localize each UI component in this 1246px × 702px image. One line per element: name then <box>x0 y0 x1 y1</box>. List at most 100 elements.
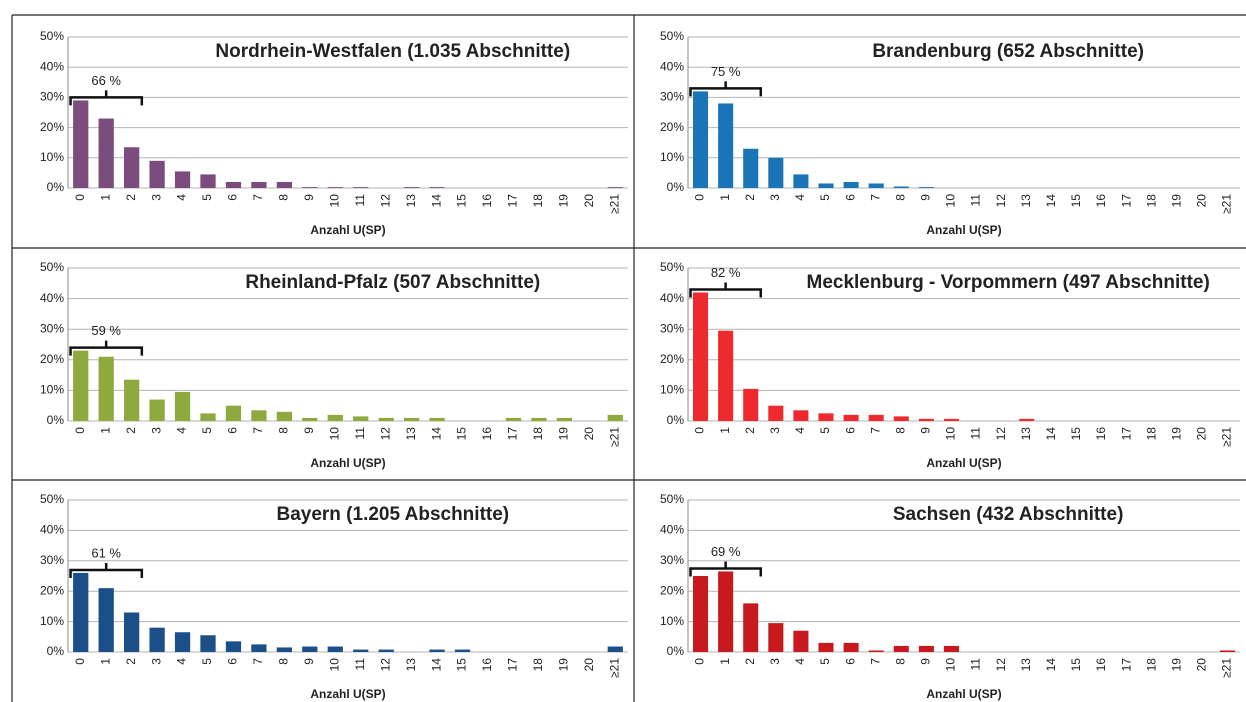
y-tick-label: 20% <box>660 583 684 597</box>
y-tick-label: 0% <box>47 180 65 194</box>
chart-title: Rheinland-Pfalz (507 Abschnitte) <box>245 272 540 293</box>
chart-title: Mecklenburg - Vorpommern (497 Abschnitte… <box>807 272 1210 293</box>
x-tick-label: 8 <box>277 658 291 665</box>
bar <box>693 91 709 188</box>
x-tick-label: 15 <box>1069 658 1083 672</box>
y-tick-label: 50% <box>660 260 684 274</box>
x-tick-label: 16 <box>1094 427 1108 441</box>
bar <box>302 417 318 421</box>
bracket <box>689 81 763 97</box>
bar <box>943 645 959 652</box>
x-tick-label: 13 <box>1019 427 1033 441</box>
x-tick-label: 11 <box>353 427 367 440</box>
x-tick-label: 4 <box>793 194 807 201</box>
x-tick-label: 0 <box>693 427 707 434</box>
bar <box>1219 650 1235 652</box>
bar <box>251 181 267 188</box>
x-tick-label: 10 <box>944 427 958 441</box>
bar <box>327 187 343 188</box>
x-tick-label: 14 <box>429 194 443 208</box>
x-tick-label: 2 <box>124 427 138 434</box>
y-tick-label: 0% <box>667 180 685 194</box>
x-tick-label: 8 <box>277 194 291 201</box>
x-tick-label: 20 <box>582 427 596 441</box>
y-tick-label: 30% <box>40 553 64 567</box>
bracket <box>69 562 144 578</box>
y-tick-label: 40% <box>40 59 64 73</box>
y-tick-label: 40% <box>660 59 684 73</box>
x-tick-label: 20 <box>582 194 596 208</box>
x-tick-label: 4 <box>175 194 189 201</box>
bar <box>768 157 784 188</box>
x-tick-label: 10 <box>327 658 341 672</box>
x-tick-label: 12 <box>994 194 1008 208</box>
bar <box>743 388 759 421</box>
bar <box>843 181 859 188</box>
x-tick-label: 0 <box>73 427 87 434</box>
x-tick-label: 12 <box>994 658 1008 672</box>
x-tick-label: 5 <box>200 194 214 201</box>
y-tick-label: 20% <box>660 352 684 366</box>
bar <box>818 413 834 421</box>
x-tick-label: 15 <box>455 427 469 441</box>
y-tick-label: 20% <box>40 120 64 134</box>
bar <box>124 147 140 188</box>
bar <box>768 623 784 652</box>
bar <box>531 417 547 421</box>
x-tick-label: 14 <box>429 427 443 441</box>
y-tick-label: 40% <box>40 291 64 305</box>
x-tick-label: 14 <box>1044 427 1058 441</box>
x-tick-label: 1 <box>718 194 732 201</box>
y-tick-label: 10% <box>40 150 64 164</box>
bar <box>868 650 884 652</box>
annotation: 61 % <box>91 545 121 560</box>
bar <box>225 405 242 421</box>
y-tick-label: 30% <box>660 553 684 567</box>
x-tick-label: 13 <box>404 427 418 441</box>
x-tick-label: 11 <box>353 194 367 207</box>
x-tick-label: 13 <box>404 658 418 672</box>
x-tick-label: 13 <box>1019 658 1033 672</box>
x-tick-label: 6 <box>226 658 240 665</box>
x-tick-label: 14 <box>1044 194 1058 208</box>
bar <box>149 160 165 188</box>
x-tick-label: 19 <box>1169 658 1183 672</box>
bar <box>505 417 522 421</box>
x-tick-label: 11 <box>969 427 983 440</box>
y-tick-label: 40% <box>660 291 684 305</box>
x-tick-label: 7 <box>868 194 882 201</box>
x-axis-label: Anzahl U(SP) <box>310 687 385 701</box>
x-tick-label: 4 <box>175 658 189 665</box>
y-tick-label: 40% <box>40 523 64 537</box>
bar <box>404 417 420 421</box>
bar <box>251 644 267 652</box>
y-tick-label: 50% <box>40 29 64 43</box>
annotation: 59 % <box>91 323 121 338</box>
bar <box>174 632 191 652</box>
x-axis-label: Anzahl U(SP) <box>310 456 385 470</box>
x-tick-label: 1 <box>98 658 112 665</box>
bar <box>429 187 445 188</box>
bar <box>251 410 267 421</box>
bar <box>404 187 420 188</box>
annotation: 82 % <box>711 265 741 280</box>
x-tick-label: 2 <box>743 194 757 201</box>
chart-title: Sachsen (432 Abschnitte) <box>893 504 1124 525</box>
y-tick-label: 10% <box>660 383 684 397</box>
x-tick-label: 4 <box>793 427 807 434</box>
y-tick-label: 50% <box>660 29 684 43</box>
x-tick-label: 9 <box>302 658 316 665</box>
x-tick-label: 10 <box>327 194 341 208</box>
bar <box>607 414 623 421</box>
bar <box>793 410 809 421</box>
bar <box>429 649 445 652</box>
bar <box>149 627 165 652</box>
bar <box>918 645 934 652</box>
y-tick-label: 50% <box>40 492 64 506</box>
bar <box>843 642 859 652</box>
x-tick-label: 2 <box>743 658 757 665</box>
x-tick-label: 7 <box>251 658 265 665</box>
x-tick-label: 14 <box>1044 658 1058 672</box>
chart-title: Brandenburg (652 Abschnitte) <box>872 41 1144 62</box>
